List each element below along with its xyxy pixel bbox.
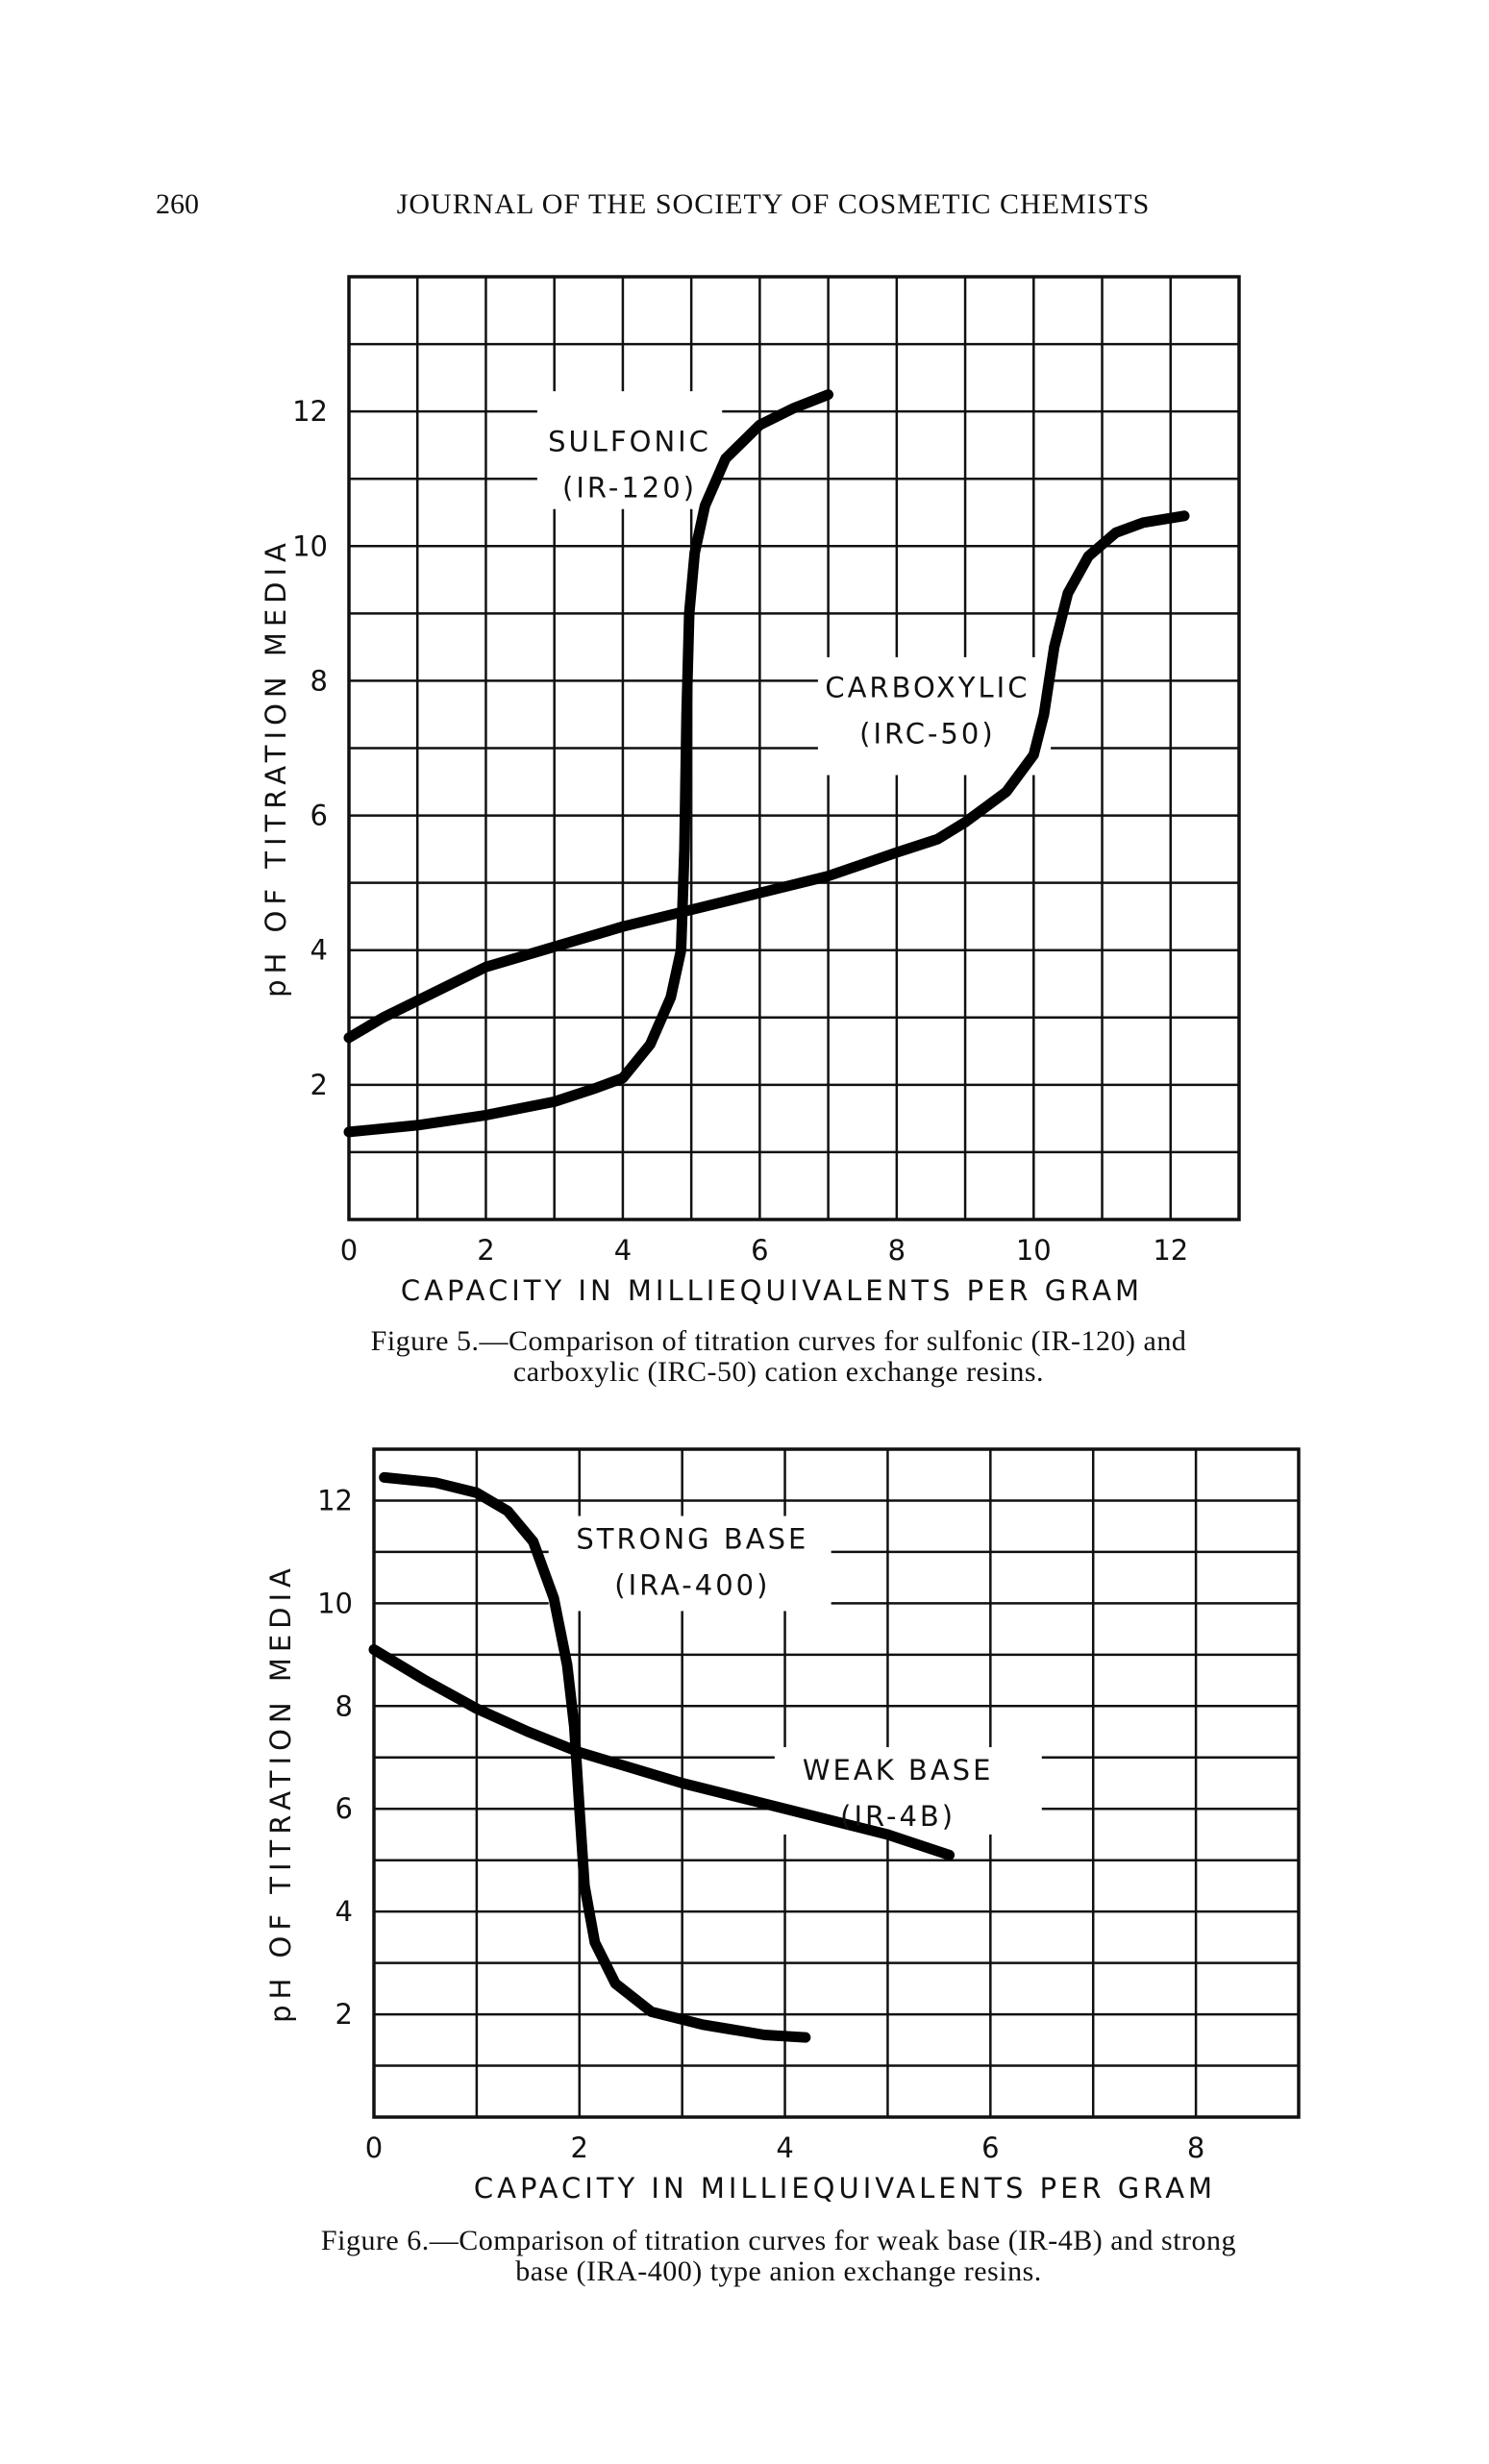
y-tick-label: 2: [335, 1998, 353, 2031]
figure5-chart: SULFONIC (IR-120) CARBOXYLIC (IRC-50) 0 2 4 6 8 1…: [260, 275, 1241, 1307]
x-tick-label: 8: [888, 1234, 906, 1267]
y-tick-label: 6: [335, 1792, 353, 1825]
y-tick-label: 4: [310, 934, 328, 967]
x-axis-title: CAPACITY IN MILLIEQUIVALENTS PER GRAM: [474, 2172, 1216, 2205]
curve-carboxylic-irc-50-: [343, 510, 1190, 1044]
figure5-caption-line2: carboxylic (IRC-50) cation exchange resi…: [512, 1356, 1045, 1388]
figure6-caption-line2: base (IRA-400) type anion exchange resin…: [515, 2255, 1042, 2287]
journal-title: JOURNAL OF THE SOCIETY OF COSMETIC CHEMI…: [396, 188, 1151, 220]
curve-strong-base-ira-400-: [379, 1471, 811, 2043]
x-tick-label: 2: [477, 1234, 494, 1267]
x-tick-label: 12: [1153, 1234, 1188, 1267]
y-tick-label: 12: [292, 395, 328, 428]
figure6-caption: Figure 6.—Comparison of titration curves…: [240, 2226, 1317, 2287]
x-tick-label: 6: [981, 2131, 999, 2164]
plot-frame: [347, 275, 1241, 1221]
series-label: (IRA-400): [614, 1569, 770, 1602]
series-label: (IRC-50): [859, 717, 996, 750]
x-tick-label: 10: [1016, 1234, 1052, 1267]
y-tick-label: 4: [335, 1895, 353, 1928]
series-label: (IR-4B): [840, 1800, 955, 1833]
x-axis-title: CAPACITY IN MILLIEQUIVALENTS PER GRAM: [401, 1274, 1143, 1307]
y-tick-label: 10: [292, 530, 328, 562]
figure5-caption: Figure 5.—Comparison of titration curves…: [240, 1326, 1317, 1388]
curve-sulfonic-ir-120-: [343, 389, 834, 1138]
label-background: [817, 656, 1052, 776]
y-tick-label: 2: [310, 1069, 328, 1101]
x-tick-label: 2: [571, 2131, 588, 2164]
y-axis-title: pH OF TITRATION MEDIA: [264, 1563, 297, 2023]
x-tick-label: 0: [365, 2131, 383, 2164]
plot-frame: [372, 1447, 1301, 2119]
label-background: [548, 1515, 831, 1612]
figure6-chart: STRONG BASE (IRA-400) WEAK BASE (IR-4B) 0 2 4 6…: [264, 1447, 1301, 2205]
page-number: 260: [156, 188, 199, 220]
figure6-caption-line1: Figure 6.—Comparison of titration curves…: [320, 2225, 1237, 2256]
y-tick-label: 10: [317, 1587, 353, 1619]
y-tick-label: 8: [335, 1689, 353, 1722]
x-tick-label: 4: [614, 1234, 632, 1267]
series-label: STRONG BASE: [576, 1523, 808, 1556]
label-background: [536, 391, 723, 509]
series-label: (IR-120): [562, 472, 697, 505]
series-label: CARBOXYLIC: [825, 671, 1030, 703]
figure5-caption-line1: Figure 5.—Comparison of titration curves…: [370, 1325, 1187, 1357]
y-tick-label: 12: [317, 1484, 353, 1516]
series-label: WEAK BASE: [803, 1754, 994, 1786]
x-tick-label: 4: [776, 2131, 793, 2164]
y-axis-title: pH OF TITRATION MEDIA: [260, 537, 292, 998]
y-tick-label: 6: [310, 800, 328, 832]
curve-weak-base-ir-4b-: [368, 1644, 955, 1860]
x-tick-label: 8: [1187, 2131, 1204, 2164]
series-label: SULFONIC: [548, 426, 711, 458]
x-tick-label: 6: [751, 1234, 768, 1267]
y-tick-label: 8: [310, 664, 328, 697]
x-tick-label: 0: [340, 1234, 358, 1267]
